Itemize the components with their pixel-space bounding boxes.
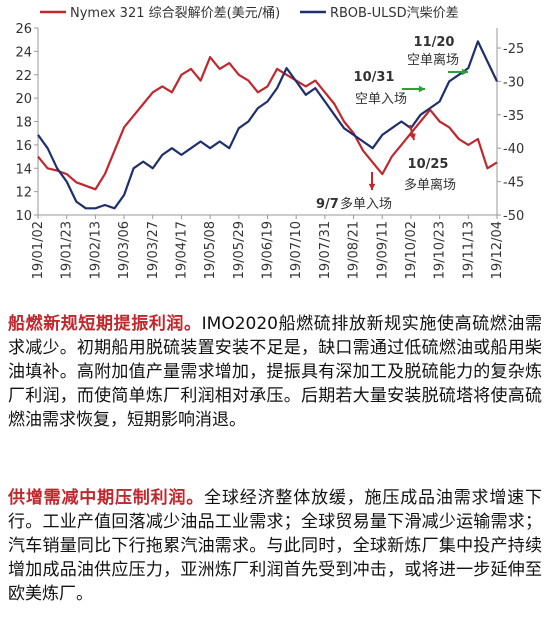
annotation-arrowhead — [418, 85, 425, 93]
y-tick-label: 14 — [15, 162, 32, 177]
x-tick-label: 19/07/10 — [289, 221, 304, 279]
legend-label: RBOB-ULSD汽柴价差 — [330, 6, 459, 21]
paragraph-heading: 供增需减中期压制利润。 — [8, 488, 205, 508]
annotation-arrowhead — [368, 183, 376, 190]
y-tick-label: 18 — [15, 116, 32, 131]
y-tick-label: 10 — [15, 209, 32, 224]
x-tick-label: 19/01/23 — [60, 221, 75, 279]
x-tick-label: 19/02/13 — [88, 221, 103, 279]
annotation-date: 10/25 — [408, 157, 449, 172]
annotation-text: 多单入场 — [340, 196, 392, 212]
x-tick-label: 19/10/23 — [433, 221, 448, 279]
paragraph-body: IMO2020船燃硫排放新规实施使高硫燃油需求减少。初期船用脱硫装置安装不足是，… — [8, 314, 543, 430]
annotation-date: 9/7 — [316, 197, 339, 212]
legend-label: Nymex 321 综合裂解价差(美元/桶) — [70, 6, 280, 21]
y2-tick-label: -50 — [503, 209, 524, 224]
paragraph-body: 全球经济整体放缓，施压成品油需求增速下行。工业产值回落减少油品工业需求；全球贸易… — [8, 488, 543, 604]
y2-tick-label: -40 — [503, 142, 524, 157]
y-tick-label: 16 — [15, 139, 32, 154]
x-tick-label: 19/11/13 — [461, 221, 476, 279]
x-tick-label: 19/01/02 — [31, 221, 46, 279]
paragraph: 船燃新规短期提振利润。IMO2020船燃硫排放新规实施使高硫燃油需求减少。初期船… — [8, 312, 542, 432]
paragraph-heading: 船燃新规短期提振利润。 — [8, 314, 202, 334]
x-tick-label: 19/05/29 — [232, 221, 247, 279]
y-tick-label: 26 — [15, 22, 32, 37]
x-tick-label: 19/07/31 — [318, 221, 333, 279]
y2-tick-label: -35 — [503, 109, 524, 124]
annotation-arrowhead — [409, 133, 416, 140]
x-tick-label: 19/08/21 — [347, 221, 362, 279]
x-tick-label: 19/05/08 — [203, 221, 218, 279]
annotation-text: 空单入场 — [355, 92, 407, 107]
y2-tick-label: -45 — [503, 176, 524, 191]
paragraph: 供增需减中期压制利润。全球经济整体放缓，施压成品油需求增速下行。工业产值回落减少… — [8, 486, 542, 606]
annotation-text: 空单离场 — [407, 52, 459, 68]
x-tick-label: 19/09/11 — [375, 221, 390, 279]
x-tick-label: 19/03/27 — [146, 221, 161, 279]
annotation-arrowhead — [461, 68, 468, 76]
y-tick-label: 20 — [15, 92, 32, 107]
series-line — [37, 40, 498, 210]
y-tick-label: 12 — [15, 186, 32, 201]
y-tick-label: 22 — [15, 69, 32, 84]
x-tick-label: 19/06/19 — [261, 221, 276, 279]
series-line — [37, 56, 498, 191]
annotation-text: 多单离场 — [404, 177, 456, 193]
annotation-date: 10/31 — [354, 70, 395, 85]
chart: 10 12 14 16 18 20 22 24 26 -25 -30 -35 -40 -45 -50 19/0… — [15, 6, 524, 279]
y-tick-label: 24 — [15, 45, 32, 60]
annotation-date: 11/20 — [414, 35, 455, 50]
y2-tick-label: -30 — [503, 75, 524, 90]
x-tick-label: 19/10/02 — [404, 221, 419, 279]
x-tick-label: 19/04/17 — [174, 221, 189, 279]
y2-tick-label: -25 — [503, 42, 524, 57]
x-tick-label: 19/12/04 — [490, 221, 505, 279]
x-tick-label: 19/03/06 — [117, 221, 132, 279]
